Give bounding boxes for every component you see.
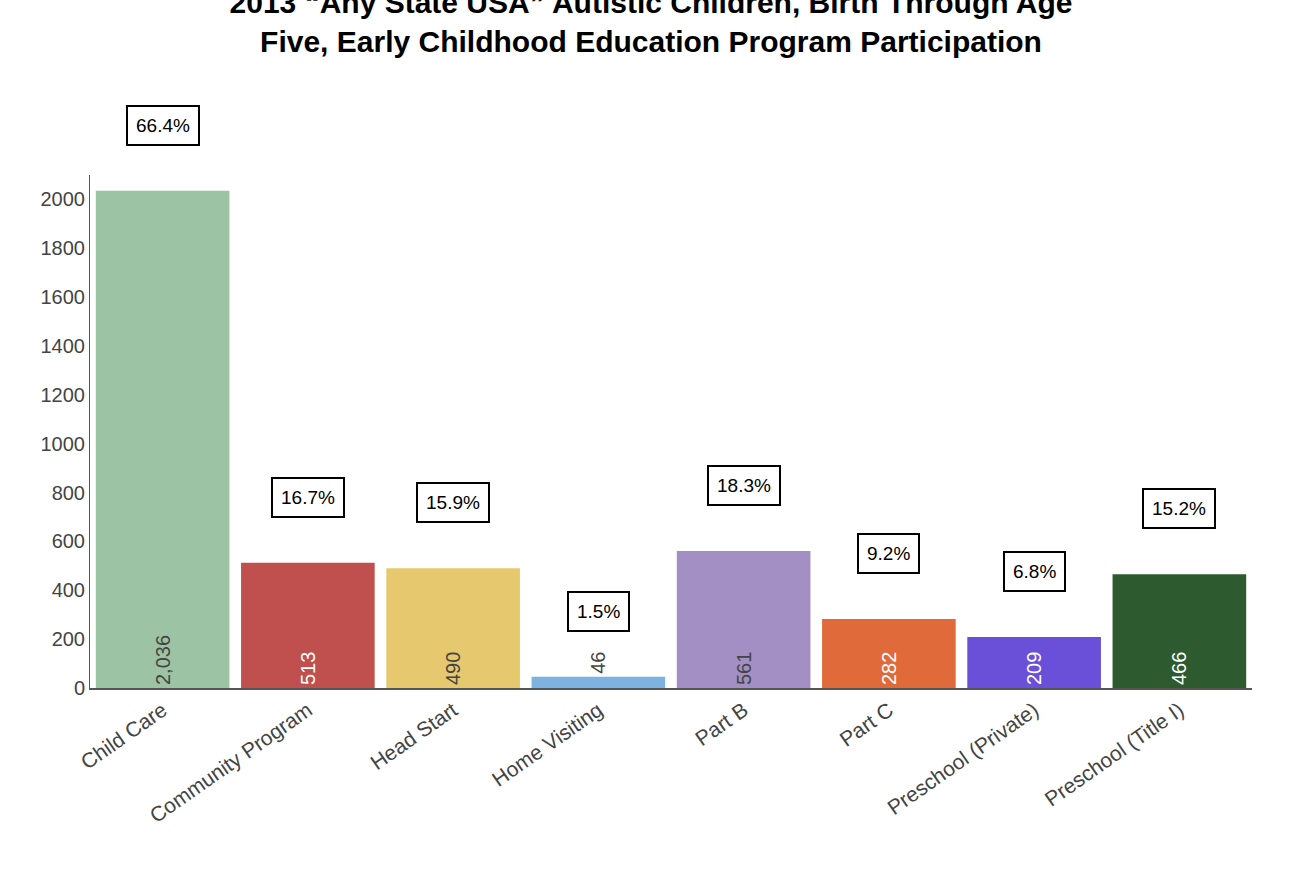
svg-text:513: 513 bbox=[297, 652, 319, 685]
svg-text:200: 200 bbox=[52, 628, 85, 650]
svg-text:282: 282 bbox=[878, 652, 900, 685]
svg-text:Preschool (Title I): Preschool (Title I) bbox=[1040, 698, 1187, 811]
svg-text:561: 561 bbox=[733, 652, 755, 685]
svg-text:490: 490 bbox=[442, 652, 464, 685]
svg-text:16.7%: 16.7% bbox=[281, 487, 335, 508]
svg-text:Head Start: Head Start bbox=[366, 698, 462, 775]
svg-text:1200: 1200 bbox=[41, 384, 86, 406]
svg-text:466: 466 bbox=[1168, 652, 1190, 685]
svg-text:15.2%: 15.2% bbox=[1152, 498, 1206, 519]
svg-text:0: 0 bbox=[74, 677, 85, 699]
svg-text:1.5%: 1.5% bbox=[577, 601, 620, 622]
svg-text:46: 46 bbox=[587, 652, 609, 674]
svg-text:6.8%: 6.8% bbox=[1013, 561, 1056, 582]
svg-text:2000: 2000 bbox=[41, 188, 86, 210]
svg-text:Part C: Part C bbox=[835, 698, 897, 751]
svg-text:1800: 1800 bbox=[41, 237, 86, 259]
svg-text:9.2%: 9.2% bbox=[867, 543, 910, 564]
svg-text:400: 400 bbox=[52, 579, 85, 601]
svg-text:18.3%: 18.3% bbox=[717, 475, 771, 496]
svg-text:Community Program: Community Program bbox=[145, 698, 316, 827]
svg-text:800: 800 bbox=[52, 482, 85, 504]
svg-text:Child Care: Child Care bbox=[76, 698, 170, 774]
svg-text:1600: 1600 bbox=[41, 286, 86, 308]
svg-text:2,036: 2,036 bbox=[152, 635, 174, 685]
svg-text:1000: 1000 bbox=[41, 433, 86, 455]
svg-text:2013 “Any State USA” Autistic: 2013 “Any State USA” Autistic Children, … bbox=[230, 0, 1073, 58]
svg-text:66.4%: 66.4% bbox=[136, 115, 190, 136]
svg-text:15.9%: 15.9% bbox=[426, 492, 480, 513]
svg-text:Home Visiting: Home Visiting bbox=[488, 698, 607, 791]
svg-text:Part B: Part B bbox=[691, 698, 752, 750]
svg-text:600: 600 bbox=[52, 530, 85, 552]
svg-text:Preschool (Private): Preschool (Private) bbox=[883, 698, 1042, 819]
svg-text:1400: 1400 bbox=[41, 335, 86, 357]
svg-text:209: 209 bbox=[1023, 652, 1045, 685]
